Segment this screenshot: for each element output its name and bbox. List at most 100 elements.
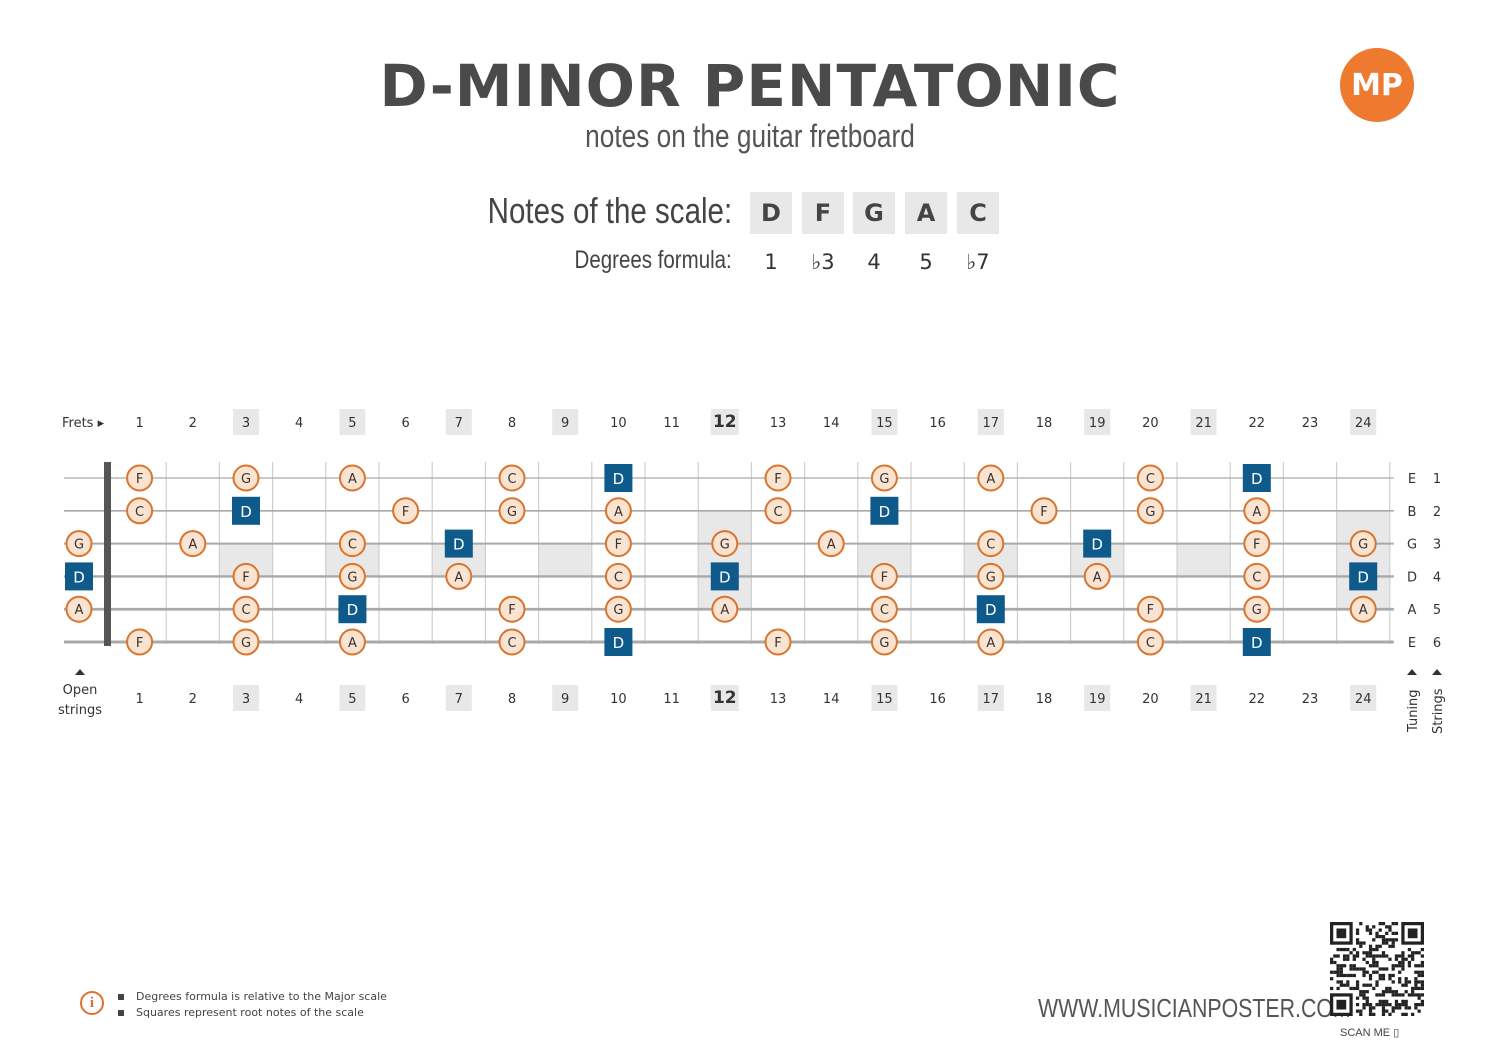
fret-number-bottom: 8 bbox=[508, 692, 516, 707]
qr-module bbox=[1417, 973, 1421, 978]
qr-module bbox=[1349, 951, 1353, 955]
qr-module bbox=[1333, 954, 1337, 958]
qr-module bbox=[1398, 993, 1402, 997]
qr-module bbox=[1420, 960, 1424, 965]
fretboard-note-label: G bbox=[1145, 505, 1155, 520]
fretboard-note-circle bbox=[498, 595, 526, 623]
fretboard-note-circle bbox=[764, 628, 792, 656]
qr-module bbox=[1414, 1003, 1418, 1007]
qr-module bbox=[1339, 947, 1343, 952]
qr-module bbox=[1375, 954, 1379, 958]
qr-module bbox=[1336, 999, 1347, 1010]
string-tuning: A bbox=[1408, 603, 1417, 618]
qr-code-icon[interactable] bbox=[1330, 922, 1424, 1016]
fretboard-note-circle bbox=[232, 628, 260, 656]
qr-module bbox=[1352, 947, 1356, 952]
fretboard-note-root bbox=[232, 496, 260, 525]
qr-module bbox=[1414, 986, 1418, 991]
open-string-note-label: D bbox=[73, 568, 85, 586]
scale-note-box: C bbox=[957, 192, 999, 234]
qr-module bbox=[1362, 951, 1366, 955]
qr-module bbox=[1342, 983, 1347, 987]
qr-module bbox=[1401, 957, 1405, 961]
fretboard-note-label: D bbox=[1357, 568, 1369, 586]
qr-module bbox=[1378, 928, 1382, 932]
qr-module bbox=[1394, 999, 1399, 1004]
qr-module bbox=[1365, 999, 1369, 1004]
string-tuning: G bbox=[1407, 538, 1417, 553]
qr-module bbox=[1391, 1006, 1395, 1010]
fretboard-note-root bbox=[1242, 628, 1271, 656]
qr-module bbox=[1349, 973, 1353, 978]
qr-module bbox=[1391, 980, 1395, 984]
fret-number-top: 2 bbox=[189, 416, 197, 431]
up-arrow-icon bbox=[75, 669, 85, 675]
fretboard-note-circle bbox=[232, 562, 260, 590]
qr-module bbox=[1336, 986, 1340, 991]
fretboard-note-label: G bbox=[241, 636, 251, 651]
fretboard-note-label: G bbox=[241, 472, 251, 487]
fret-number-marker bbox=[1190, 685, 1217, 711]
open-strings-label: Open bbox=[63, 683, 98, 698]
qr-module bbox=[1362, 967, 1366, 971]
qr-module bbox=[1404, 1003, 1408, 1007]
qr-module bbox=[1365, 1003, 1369, 1007]
scan-me-label: SCAN ME ▯ bbox=[1340, 1026, 1399, 1039]
fretboard-note-circle bbox=[126, 464, 154, 492]
qr-module bbox=[1391, 990, 1395, 994]
fretboard-note-label: F bbox=[508, 603, 515, 618]
qr-module bbox=[1336, 973, 1340, 978]
qr-module bbox=[1385, 931, 1389, 935]
degrees-formula-label: Degrees formula: bbox=[574, 246, 732, 274]
fretboard-note-label: G bbox=[986, 570, 996, 585]
fret-number-top: 21 bbox=[1195, 416, 1212, 431]
fretboard-note-label: C bbox=[1146, 472, 1155, 487]
qr-module bbox=[1375, 983, 1379, 987]
qr-module bbox=[1388, 925, 1392, 929]
website-link[interactable]: WWW.MUSICIANPOSTER.COM bbox=[1038, 993, 1351, 1023]
qr-module bbox=[1398, 954, 1402, 958]
qr-module bbox=[1362, 1003, 1366, 1007]
scale-note-box: A bbox=[905, 192, 947, 234]
fretboard-note-label: G bbox=[879, 472, 889, 487]
fret-number-bottom: 4 bbox=[295, 692, 303, 707]
qr-module bbox=[1352, 986, 1356, 991]
string-tuning: E bbox=[1408, 472, 1416, 487]
qr-module bbox=[1336, 970, 1340, 974]
qr-module bbox=[1420, 954, 1424, 958]
fretboard-note-label: D bbox=[1091, 536, 1103, 554]
qr-module bbox=[1375, 1003, 1379, 1007]
qr-module bbox=[1398, 964, 1402, 968]
fretboard-note-label: C bbox=[773, 505, 782, 520]
fret-number-bottom: 18 bbox=[1036, 692, 1053, 707]
open-string-note-circle bbox=[65, 595, 93, 623]
qr-module bbox=[1404, 977, 1408, 981]
qr-module bbox=[1385, 954, 1389, 958]
qr-module bbox=[1420, 999, 1424, 1004]
qr-module bbox=[1417, 970, 1421, 974]
fretboard-note-root bbox=[604, 628, 633, 656]
qr-module bbox=[1394, 931, 1399, 935]
fretboard-note-circle bbox=[604, 497, 632, 525]
fret-number-top: 17 bbox=[983, 416, 1000, 431]
fretboard-note-label: C bbox=[507, 636, 516, 651]
qr-module bbox=[1375, 964, 1379, 968]
qr-module bbox=[1391, 938, 1395, 942]
qr-module bbox=[1355, 983, 1360, 987]
qr-module bbox=[1362, 983, 1366, 987]
qr-module bbox=[1355, 954, 1360, 958]
qr-module bbox=[1394, 990, 1399, 994]
fretboard-note-label: F bbox=[136, 636, 143, 651]
qr-module bbox=[1372, 957, 1376, 961]
qr-module bbox=[1417, 980, 1421, 984]
qr-module bbox=[1420, 983, 1424, 987]
fret-number-bottom: 10 bbox=[610, 692, 627, 707]
qr-module bbox=[1417, 986, 1421, 991]
fretboard-note-label: C bbox=[1146, 636, 1155, 651]
qr-module bbox=[1391, 964, 1395, 968]
fretboard-note-circle bbox=[604, 595, 632, 623]
scale-note-box: G bbox=[853, 192, 895, 234]
qr-module bbox=[1375, 960, 1379, 965]
qr-module bbox=[1420, 973, 1424, 978]
qr-module bbox=[1388, 977, 1392, 981]
